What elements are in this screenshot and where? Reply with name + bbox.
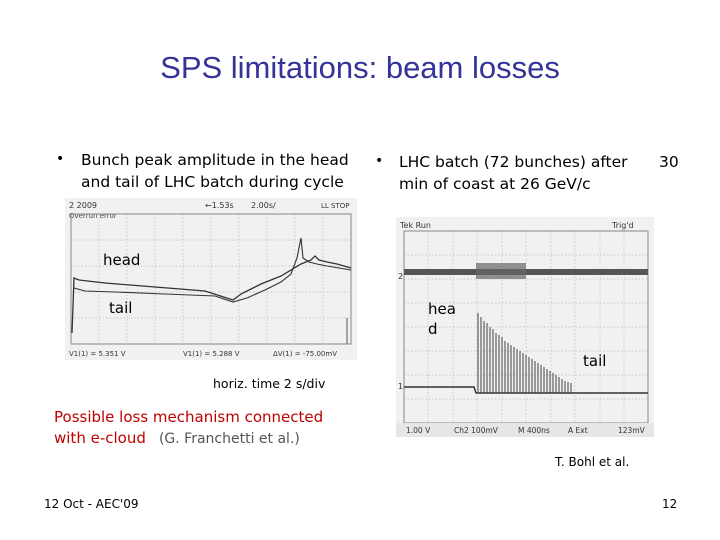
mechanism-note: Possible loss mechanism connected with e… — [54, 407, 374, 449]
left-scope-graphic: 2 2009 ←1.53s 2.00s/ LL STOP Overrun err… — [65, 198, 357, 360]
left-scope-footer-mid: V1(1) = 5.288 V — [183, 350, 240, 358]
mechanism-line-1: Possible loss mechanism connected — [54, 408, 324, 426]
right-credit: T. Bohl et al. — [555, 455, 630, 469]
page-number: 12 — [662, 497, 678, 511]
right-scope-header-left: Tek Run — [399, 221, 431, 230]
right-scope-footer-trig: A Ext — [568, 426, 588, 435]
left-bullet-marker: • — [56, 151, 65, 167]
left-scope-footer-right: ΔV(1) = -75.00mV — [273, 350, 337, 358]
right-scope-header-right: Trig'd — [611, 221, 634, 230]
right-scope-screenshot: Tek Run Trig'd 2 1 — [396, 217, 654, 437]
right-plot-head-line-1: hea — [428, 300, 456, 318]
left-scope-header-time: 2.00s/ — [251, 201, 276, 210]
left-scope-footer-left: V1(1) = 5.351 V — [69, 350, 126, 358]
left-scope-subheader: Overrun error — [69, 212, 117, 220]
svg-text:1: 1 — [398, 382, 403, 391]
right-bullet-marker: • — [375, 153, 384, 169]
left-bullet-line-2: and tail of LHC batch during cycle — [81, 173, 344, 191]
left-plot-caption: horiz. time 2 s/div — [213, 376, 326, 391]
right-scope-graphic: Tek Run Trig'd 2 1 — [396, 217, 654, 437]
right-plot-head-line-2: d — [428, 320, 438, 338]
right-bullet-text: LHC batch (72 bunches) after min of coas… — [399, 151, 649, 195]
right-bullet-line-1: LHC batch (72 bunches) after — [399, 153, 628, 171]
left-scope-header-right: LL STOP — [321, 202, 349, 210]
svg-text:2: 2 — [398, 272, 403, 281]
right-plot-head-label: hea d — [428, 299, 456, 339]
left-bullet-text: Bunch peak amplitude in the head and tai… — [81, 149, 381, 193]
left-plot-head-label: head — [103, 251, 141, 269]
right-bullet-line-2: min of coast at 26 GeV/c — [399, 175, 591, 193]
left-scope-header-mid: ←1.53s — [205, 201, 234, 210]
footer-date: 12 Oct - AEC'09 — [44, 497, 139, 511]
right-scope-footer-ch1: 1.00 V — [406, 426, 431, 435]
left-plot-tail-label: tail — [109, 299, 133, 317]
left-bullet-line-1: Bunch peak amplitude in the head — [81, 151, 349, 169]
right-bullet-number: 30 — [659, 153, 679, 171]
mechanism-credit: (G. Franchetti et al.) — [158, 431, 300, 447]
left-scope-screenshot: 2 2009 ←1.53s 2.00s/ LL STOP Overrun err… — [65, 198, 357, 360]
right-scope-footer-time: M 400ns — [518, 426, 550, 435]
slide-title: SPS limitations: beam losses — [160, 50, 560, 85]
mechanism-line-2: with e-cloud — [54, 429, 146, 447]
right-plot-tail-label: tail — [583, 352, 607, 370]
right-scope-footer-ch2: Ch2 100mV — [454, 426, 499, 435]
left-scope-header-left: 2 2009 — [69, 201, 97, 210]
right-scope-footer-level: 123mV — [618, 426, 646, 435]
